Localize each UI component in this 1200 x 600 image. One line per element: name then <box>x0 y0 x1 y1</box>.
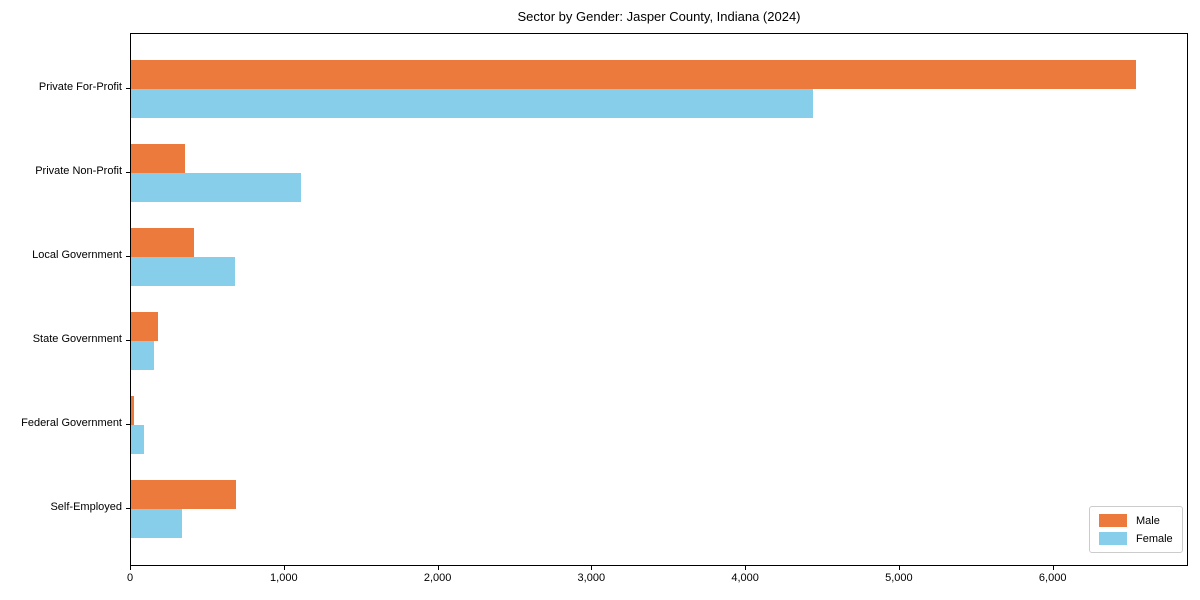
y-tick-mark <box>126 508 130 509</box>
y-tick-mark <box>126 172 130 173</box>
chart-title: Sector by Gender: Jasper County, Indiana… <box>517 9 801 24</box>
x-tick-mark <box>1052 566 1054 570</box>
y-tick-mark <box>126 256 130 257</box>
bar-female-4 <box>131 341 154 370</box>
x-tick-mark <box>130 566 131 570</box>
x-tick-label: 5,000 <box>885 572 913 584</box>
legend: Male Female <box>1089 506 1183 553</box>
bar-female-2 <box>131 173 302 202</box>
category-label: Self-Employed <box>50 501 122 513</box>
plot-area: Male Female <box>130 33 1188 566</box>
bar-female-3 <box>131 257 236 286</box>
x-tick-label: 3,000 <box>577 572 606 584</box>
bar-male-6 <box>131 480 237 509</box>
x-tick-mark <box>591 566 593 570</box>
y-tick-mark <box>126 88 130 89</box>
y-tick-mark <box>126 340 130 341</box>
bar-male-1 <box>131 60 1137 89</box>
bar-male-2 <box>131 144 185 173</box>
legend-label-female: Female <box>1136 532 1173 545</box>
bar-female-6 <box>131 509 182 538</box>
x-tick-label: 0 <box>126 572 134 584</box>
y-tick-mark <box>126 424 130 425</box>
male-series-swatch <box>1099 514 1127 527</box>
x-tick-label: 2,000 <box>423 572 452 584</box>
x-tick-label: 6,000 <box>1038 572 1067 584</box>
x-tick-label: 1,000 <box>270 572 298 584</box>
legend-item-female: Female <box>1099 532 1173 545</box>
bar-male-3 <box>131 228 194 257</box>
x-tick-mark <box>898 566 900 570</box>
bar-male-5 <box>131 396 135 425</box>
legend-item-male: Male <box>1099 514 1173 527</box>
legend-label-male: Male <box>1136 514 1160 527</box>
category-label: Local Government <box>32 249 122 261</box>
category-label: Private Non-Profit <box>35 165 122 177</box>
x-tick-label: 4,000 <box>731 572 759 584</box>
bar-female-1 <box>131 89 813 118</box>
x-tick-mark <box>437 566 439 570</box>
bar-male-4 <box>131 312 158 341</box>
category-label: Private For-Profit <box>38 81 122 93</box>
category-label: State Government <box>32 333 122 345</box>
bar-female-5 <box>131 425 144 454</box>
x-tick-mark <box>283 566 285 570</box>
category-label: Federal Government <box>21 417 122 429</box>
female-series-swatch <box>1099 532 1127 545</box>
x-tick-mark <box>745 566 747 570</box>
